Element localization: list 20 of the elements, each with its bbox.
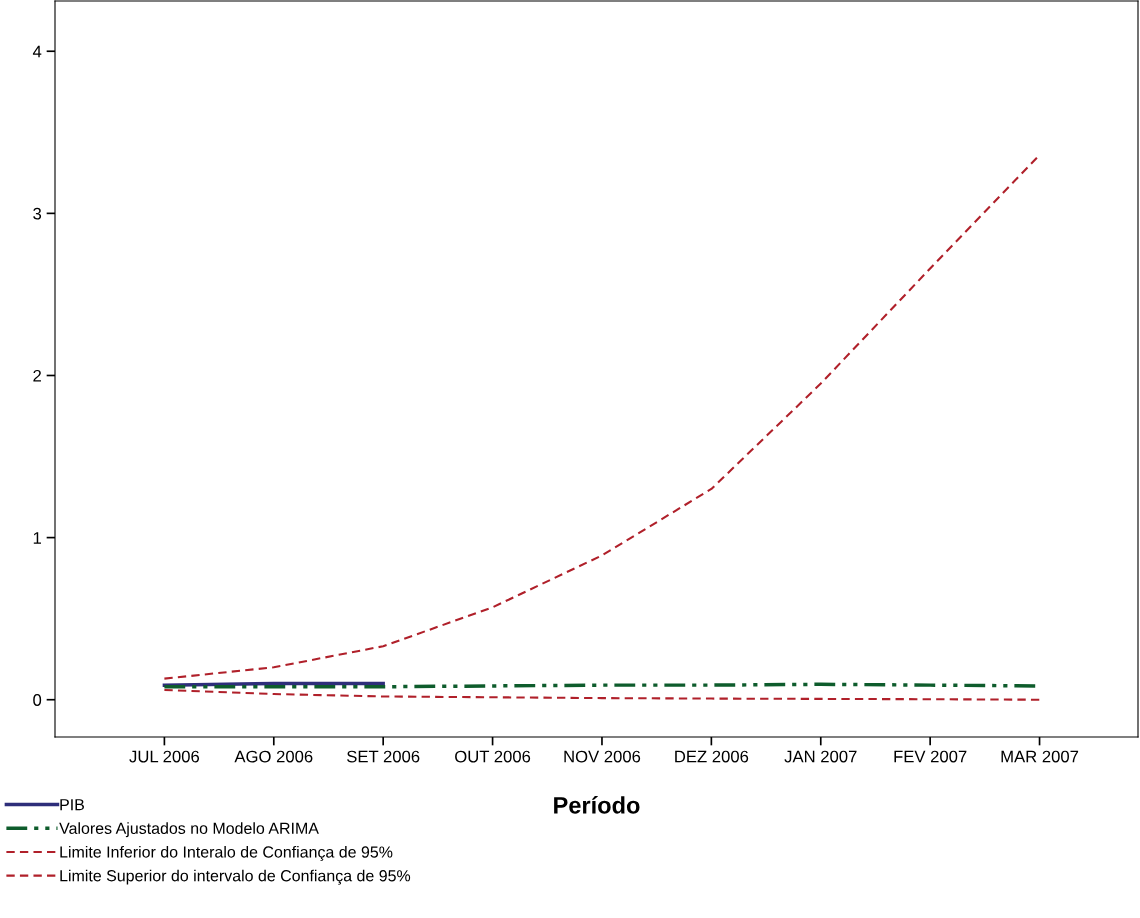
x-tick-label: FEV 2007 xyxy=(894,750,967,763)
legend-label: Limite Superior do intervalo de Confiança de 95% xyxy=(60,869,411,885)
y-tick-label: 2 xyxy=(33,369,41,382)
legend-label: PIB xyxy=(60,799,84,811)
x-tick-label: OUT 2006 xyxy=(455,750,531,763)
legend-label: Limite Inferior do Interalo de Confiança de 95% xyxy=(60,845,393,861)
x-tick-label: SET 2006 xyxy=(347,750,420,763)
x-axis-title: Período xyxy=(554,796,640,814)
x-tick-label: JAN 2007 xyxy=(784,750,857,763)
x-tick-label: AGO 2006 xyxy=(234,750,313,763)
x-tick-label: DEZ 2006 xyxy=(675,750,749,763)
x-tick-label: MAR 2007 xyxy=(1001,750,1079,763)
y-tick-label: 0 xyxy=(33,694,42,706)
x-tick-label: JUL 2006 xyxy=(129,750,200,763)
y-tick-label: 1 xyxy=(33,532,41,544)
line-series xyxy=(163,688,1041,701)
y-tick-label: 4 xyxy=(32,45,42,58)
x-tick-label: NOV 2006 xyxy=(564,750,641,763)
y-tick-label: 3 xyxy=(33,207,42,220)
legend-label: Valores Ajustados no Modelo ARIMA xyxy=(59,822,319,838)
